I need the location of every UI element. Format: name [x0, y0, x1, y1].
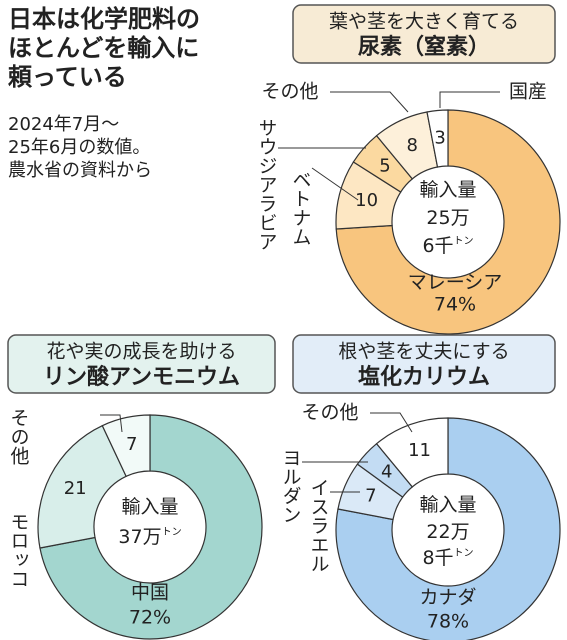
segment-name: その他	[261, 81, 318, 103]
segment-name: その他	[8, 408, 30, 465]
chart-title: 葉や茎を大きく育てる	[329, 11, 519, 33]
segment-name: ヨルダン	[280, 448, 302, 524]
unit: トン	[454, 548, 474, 559]
center-label: 8千トン	[422, 547, 473, 569]
center-text: 25万	[426, 207, 469, 229]
segment-name: マレーシア	[408, 272, 503, 294]
segment-name: モロッコ	[8, 512, 30, 588]
page-title: ほとんどを輸入に	[8, 34, 199, 62]
value-label: 3	[434, 127, 445, 148]
chart-subtitle: 尿素（窒素）	[358, 34, 490, 60]
segment-name: ベトナム	[290, 170, 312, 246]
value-label: 7	[126, 434, 137, 455]
chart-header-box	[292, 4, 556, 64]
center-label: 輸入量	[121, 496, 178, 518]
chart-subtitle: 塩化カリウム	[358, 364, 490, 390]
segment-name: イスラエル	[308, 478, 330, 573]
center-text: 輸入量	[419, 179, 476, 201]
center-label: 25万	[426, 207, 469, 229]
center-text: 22万	[426, 521, 469, 543]
donut-segment	[101, 414, 151, 478]
center-label: 6千トン	[422, 235, 473, 257]
value-label: 78%	[427, 611, 469, 633]
donut-segment	[39, 414, 263, 640]
segment-name: 国産	[509, 81, 547, 103]
value-label: 5	[379, 155, 390, 176]
unit: トン	[162, 527, 182, 538]
note: 農水省の資料から	[8, 160, 152, 181]
leader-line	[100, 414, 123, 433]
donut-segment	[335, 109, 561, 335]
center-label: 37万トン	[118, 526, 181, 548]
value-label: 8	[407, 135, 418, 156]
page-title: 頼っている	[8, 63, 127, 91]
donut-segment	[426, 109, 449, 168]
center-text: 輸入量	[121, 496, 178, 518]
leader-line	[439, 91, 500, 108]
value-label: 7	[365, 486, 376, 507]
segment-name: カナダ	[419, 587, 476, 609]
center-label: 輸入量	[419, 494, 476, 516]
chart-subtitle: リン酸アンモニウム	[43, 365, 240, 390]
leader-line	[311, 167, 359, 201]
center-text: 輸入量	[419, 494, 476, 516]
value-label: 72%	[129, 607, 171, 629]
chart-header-box	[7, 334, 276, 394]
note: 25年6月の数値。	[8, 137, 150, 158]
leader-line	[370, 412, 413, 433]
donut-segment	[335, 417, 561, 640]
value-label: 74%	[434, 294, 476, 316]
segment-name: その他	[301, 402, 358, 424]
note: 2024年7月～	[8, 114, 119, 135]
donut-segment	[375, 417, 449, 488]
center-text: 6千	[422, 235, 453, 257]
chart-title: 根や茎を丈夫にする	[338, 341, 509, 363]
center-label: 22万	[426, 521, 469, 543]
center-text: 8千	[422, 547, 453, 569]
segment-name: サウジアラビア	[256, 118, 278, 251]
chart-title: 花や実の成長を助ける	[46, 341, 236, 363]
value-label: 10	[355, 190, 378, 211]
value-label: 11	[408, 440, 431, 461]
donut-segment	[37, 424, 127, 549]
unit: トン	[454, 236, 474, 247]
page-title: 日本は化学肥料の	[8, 5, 200, 33]
chart-header-box	[292, 334, 556, 394]
leader-line	[330, 91, 409, 113]
center-label: 輸入量	[419, 179, 476, 201]
center-text: 37万	[118, 526, 161, 548]
value-label: 4	[381, 461, 392, 482]
value-label: 21	[64, 478, 87, 499]
segment-name: 中国	[131, 582, 169, 604]
